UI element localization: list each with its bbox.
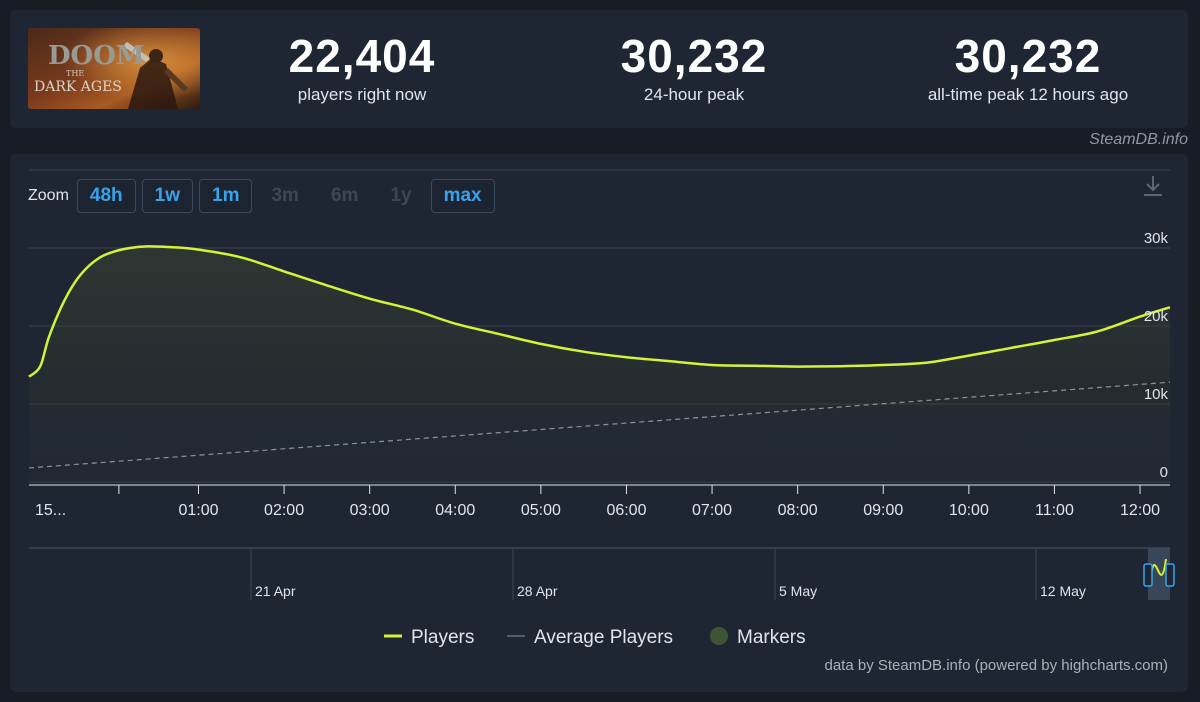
art-title-the: THE xyxy=(66,69,84,78)
x-tick-label: 15... xyxy=(35,502,66,519)
navigator-date-label: 21 Apr xyxy=(255,583,296,599)
stat-label: all-time peak 12 hours ago xyxy=(927,85,1129,104)
zoom-1y-button: 1y xyxy=(390,185,412,206)
stat-value: 22,404 xyxy=(288,30,436,82)
zoom-3m-button: 3m xyxy=(271,185,299,206)
x-tick-label: 05:00 xyxy=(521,502,561,519)
x-tick-label: 03:00 xyxy=(350,502,390,519)
x-axis: 15... 01:00 02:00 03:00 04:00 05:00 06:00 07:00… xyxy=(29,484,1170,519)
legend-label: Markers xyxy=(737,627,806,648)
x-tick-label: 02:00 xyxy=(264,502,304,519)
art-title-top: DOOM xyxy=(48,41,145,71)
game-cover-image[interactable]: DOOM THE DARK AGES xyxy=(28,28,200,109)
y-tick-label: 30k xyxy=(1144,230,1169,247)
stat-value: 30,232 xyxy=(620,30,768,82)
art-title-bottom: DARK AGES xyxy=(34,79,122,95)
x-tick-label: 11:00 xyxy=(1035,502,1074,519)
legend-item-players[interactable]: Players xyxy=(384,627,474,648)
x-tick-label: 12:00 xyxy=(1120,502,1160,519)
y-axis-labels: 0 10k 20k 30k xyxy=(1144,230,1169,481)
player-count-chart: 0 10k 20k 30k 15... 01:00 02:00 03:00 04:00 05:0… xyxy=(28,169,1175,648)
legend-label: Players xyxy=(411,627,474,648)
y-tick-label: 20k xyxy=(1144,308,1169,325)
x-tick-label: 01:00 xyxy=(178,502,218,519)
x-tick-label: 04:00 xyxy=(435,502,475,519)
stat-current-players: 22,404 players right now xyxy=(242,28,482,106)
navigator-date-label: 5 May xyxy=(779,583,817,599)
x-tick-label: 07:00 xyxy=(692,502,732,519)
x-tick-label: 09:00 xyxy=(863,502,903,519)
stat-24h-peak: 30,232 24-hour peak xyxy=(574,28,814,106)
legend-item-average-players[interactable]: Average Players xyxy=(507,627,673,648)
navigator-date-label: 12 May xyxy=(1040,583,1086,599)
legend-symbol xyxy=(710,627,728,645)
y-tick-label: 10k xyxy=(1144,386,1169,403)
navigator[interactable]: 21 Apr 28 Apr 5 May 12 May xyxy=(29,547,1175,600)
download-icon[interactable] xyxy=(1142,174,1164,203)
game-cover-art: DOOM THE DARK AGES xyxy=(28,28,200,109)
stat-label: players right now xyxy=(297,85,427,104)
highcharts-credit[interactable]: data by SteamDB.info (powered by highcha… xyxy=(824,657,1169,674)
players-area xyxy=(29,246,1170,482)
zoom-48h-button[interactable]: 48h xyxy=(76,179,136,213)
x-tick-label: 06:00 xyxy=(606,502,646,519)
stat-label: 24-hour peak xyxy=(643,85,745,104)
zoom-1w-button[interactable]: 1w xyxy=(141,179,194,213)
players-line xyxy=(28,245,1171,378)
zoom-label: Zoom xyxy=(28,187,69,204)
zoom-max-button[interactable]: max xyxy=(430,179,495,213)
x-tick-label: 08:00 xyxy=(778,502,818,519)
zoom-6m-button: 6m xyxy=(330,185,359,206)
average-players-line xyxy=(28,381,1171,469)
navigator-left-handle[interactable] xyxy=(1143,563,1153,587)
y-tick-label: 0 xyxy=(1160,464,1168,481)
stat-all-time-peak: 30,232 all-time peak 12 hours ago xyxy=(878,28,1178,106)
legend-label: Average Players xyxy=(534,627,673,648)
legend-item-markers[interactable]: Markers xyxy=(710,627,806,648)
legend: Players Average Players Markers xyxy=(384,627,806,648)
navigator-date-label: 28 Apr xyxy=(517,583,558,599)
x-tick-label: 10:00 xyxy=(949,502,989,519)
stats-panel: DOOM THE DARK AGES 22,404 players right … xyxy=(10,10,1188,128)
steamdb-credit-link[interactable]: SteamDB.info xyxy=(1089,131,1188,148)
navigator-right-handle[interactable] xyxy=(1165,563,1175,587)
zoom-1m-button[interactable]: 1m xyxy=(199,179,253,213)
chart-panel: Zoom 48h 1w 1m 3m 6m 1y max 0 10k 20k 30k 1… xyxy=(10,154,1188,692)
zoom-bar: Zoom 48h 1w 1m 3m 6m 1y max xyxy=(28,178,501,214)
stat-value: 30,232 xyxy=(954,30,1102,82)
